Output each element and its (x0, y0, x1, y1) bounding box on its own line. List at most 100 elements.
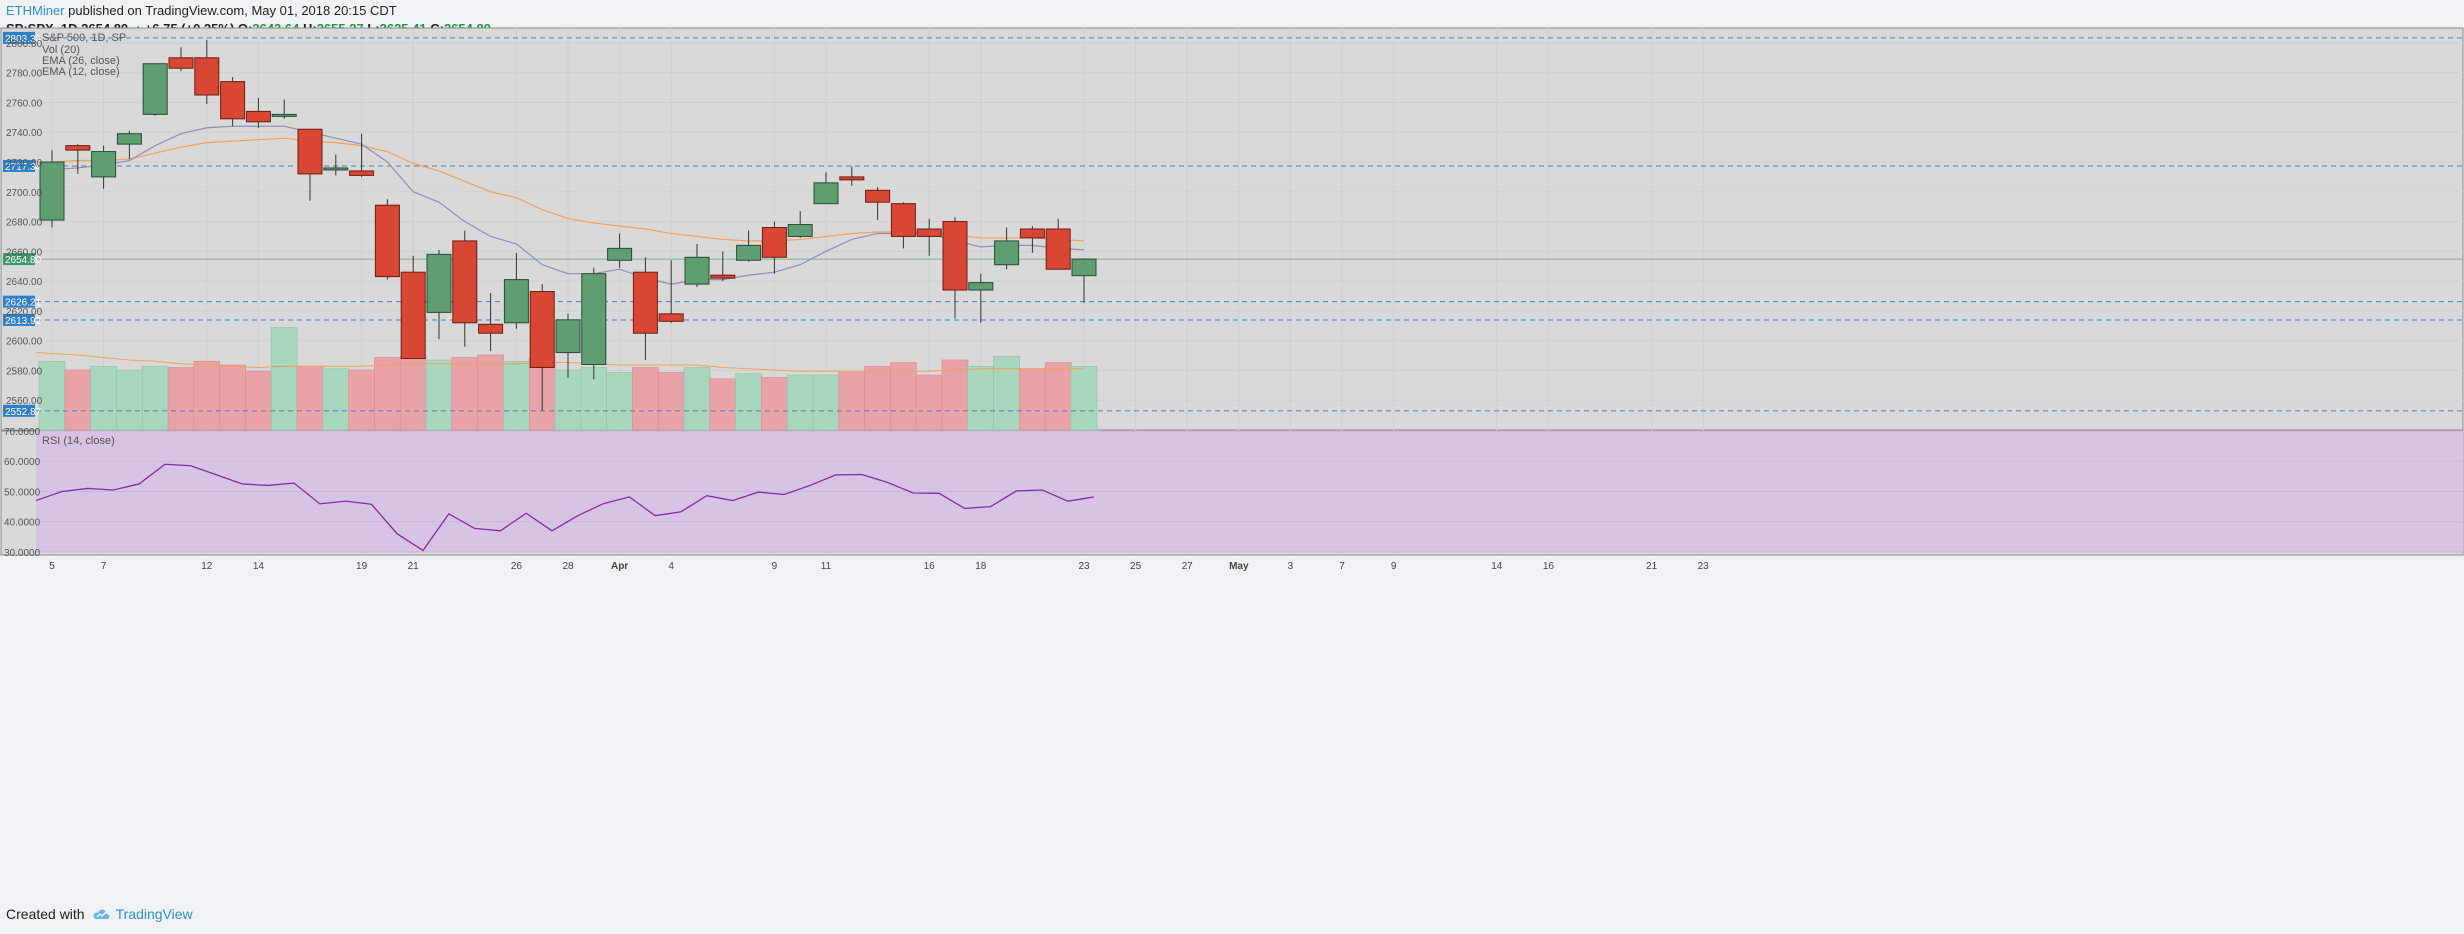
volume-bar (812, 374, 840, 431)
volume-bar (1019, 368, 1046, 431)
volume-bar (245, 370, 272, 431)
volume-bar (941, 359, 969, 431)
legend-volume: Vol (20) (42, 44, 80, 56)
volume-bar (967, 365, 995, 431)
level-tag-label: 2803.36 (5, 34, 42, 45)
price-tick-label: 2740.00 (6, 128, 43, 139)
volume-bar (606, 372, 633, 431)
candle-body (400, 271, 426, 360)
volume-bar (915, 374, 943, 431)
price-tick-label: 2620.00 (6, 307, 43, 318)
time-tick-label: 9 (772, 561, 778, 572)
candle-body (220, 81, 246, 120)
price-tick-label: 2640.00 (6, 277, 43, 288)
candle-body (503, 279, 529, 324)
candle-body (968, 282, 994, 291)
level-tag-label: 2717.34 (5, 162, 42, 173)
candle-body (374, 204, 400, 278)
tradingview-cloud-icon (93, 909, 109, 919)
author-link[interactable]: ETHMiner (6, 3, 65, 18)
time-tick-label: 28 (562, 561, 574, 572)
volume-bar (761, 377, 788, 431)
published-text: published on TradingView.com, May 01, 20… (68, 3, 397, 18)
candle-body (194, 57, 220, 96)
rsi-label: RSI (14, close) (42, 435, 115, 447)
candle-body (452, 240, 478, 324)
time-tick-label: 19 (356, 561, 368, 572)
time-tick-label: 5 (49, 561, 55, 572)
volume-bar (90, 365, 117, 431)
candle-body (426, 253, 452, 313)
volume-bar (503, 360, 530, 431)
time-tick-label: 11 (821, 561, 832, 572)
volume-bar (786, 374, 814, 431)
volume-bar (683, 367, 711, 431)
volume-bar (554, 369, 582, 431)
candle-body (890, 203, 916, 237)
time-tick-label: 16 (1543, 561, 1555, 572)
legend-ema26: EMA (26, close) (42, 55, 120, 67)
candle-body (297, 128, 323, 175)
time-tick-label: 18 (975, 561, 987, 572)
candle-body (658, 313, 684, 322)
volume-bar (838, 372, 866, 431)
time-tick-label: 21 (408, 561, 420, 572)
candle-body (839, 176, 865, 181)
level-tag-label: 2626.21 (5, 298, 42, 309)
candle-body (1045, 228, 1071, 270)
rsi-tick-label: 30.0000 (4, 548, 41, 559)
price-tick-label: 2660.00 (6, 247, 43, 258)
time-tick-label: Apr (611, 561, 628, 572)
volume-bar (296, 365, 324, 431)
rsi-tick-label: 70.0000 (4, 427, 41, 438)
volume-bar (270, 327, 298, 431)
last-price-tag-label: 2654.80 (5, 255, 42, 266)
last-price-tag (3, 253, 35, 266)
candle-body (761, 227, 787, 258)
candle-body (942, 221, 968, 291)
price-tick-label: 2700.00 (6, 188, 43, 199)
volume-bar (709, 378, 737, 431)
volume-bar (477, 354, 504, 431)
volume-bar (864, 365, 891, 431)
candle-body (65, 145, 91, 151)
candle-body (39, 161, 65, 221)
candle-body (865, 189, 891, 203)
candle-body (684, 256, 710, 285)
volume-bar (193, 360, 221, 431)
volume-bar (735, 373, 762, 431)
candle-body (142, 63, 168, 115)
volume-bar (657, 372, 685, 431)
time-tick-label: 25 (1130, 561, 1142, 572)
volume-bar (451, 357, 479, 431)
volume-bar (167, 367, 195, 431)
tradingview-link[interactable]: TradingView (93, 906, 193, 922)
legend-ema12: EMA (12, close) (42, 66, 120, 78)
candle-body (323, 167, 349, 171)
tradingview-brand: TradingView (115, 906, 193, 922)
volume-bar (348, 369, 375, 431)
volume-bars (38, 327, 1098, 431)
candle-body (994, 240, 1020, 266)
price-axis: 2560.00 2580.00 2600.00 2620.00 2640.00 2660.… (6, 39, 43, 407)
price-tick-label: 2680.00 (6, 218, 43, 229)
candle-body (736, 244, 762, 261)
volume-bar (425, 359, 453, 431)
time-tick-label: 16 (924, 561, 936, 572)
volume-bar (38, 360, 66, 431)
volume-bar (890, 362, 917, 431)
time-tick-label: 26 (511, 561, 523, 572)
volume-bar (374, 357, 401, 431)
price-tick-label: 2600.00 (6, 337, 43, 348)
level-tag (3, 159, 35, 172)
candle-body (632, 271, 658, 334)
volume-bar (399, 355, 427, 431)
price-tick-label: 2580.00 (6, 366, 43, 377)
level-tag-label: 2613.92 (5, 316, 42, 327)
publish-header: ETHMiner published on TradingView.com, M… (6, 3, 397, 19)
price-tick-label: 2780.00 (6, 69, 43, 80)
time-tick-label: 14 (253, 561, 265, 572)
candle-body (116, 133, 142, 145)
time-tick-label: 7 (1339, 561, 1345, 572)
